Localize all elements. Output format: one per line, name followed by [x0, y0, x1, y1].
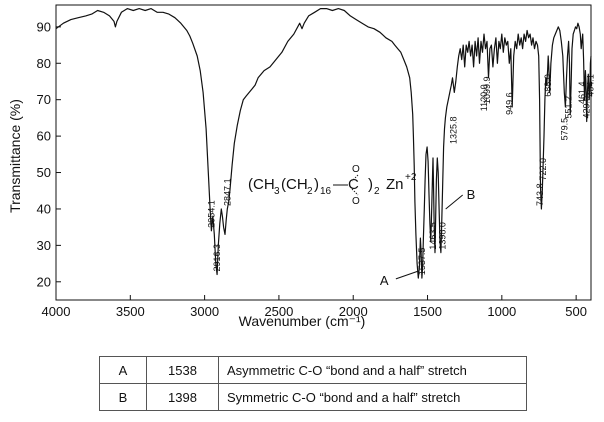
x-tick-label: 4000 — [42, 304, 71, 319]
y-tick-label: 60 — [37, 129, 51, 144]
y-tick-label: 30 — [37, 238, 51, 253]
annotation-a-pointer — [395, 270, 420, 280]
table-row: A 1538 Asymmetric C-O “bond and a half” … — [99, 356, 527, 384]
formula-bond-top — [351, 174, 359, 182]
row-wavenumber: 1538 — [146, 356, 219, 384]
peak-label: 1325.8 — [448, 117, 458, 145]
structural-formula: (CH 3 (CH 2 ) 16 —C O O ) 2 Zn +2 — [248, 164, 417, 207]
peak-label: 2954.1 — [206, 200, 216, 228]
peak-label: 2916.3 — [212, 244, 222, 272]
formula-oxygen-top: O — [352, 164, 360, 175]
peak-label: 1099.9 — [482, 76, 492, 104]
y-tick-label: 80 — [37, 56, 51, 71]
x-tick-label: 1000 — [487, 304, 516, 319]
ir-spectrum-chart: 4000 3500 3000 2500 2000 1500 1000 500 20 30 40 50 6… — [7, 4, 595, 329]
x-axis-title: Wavenumber (cm⁻¹) — [239, 313, 366, 329]
peak-label: 743.8 — [535, 183, 545, 206]
y-tick-label: 90 — [37, 19, 51, 34]
formula-part-6: Zn — [386, 176, 404, 193]
formula-bond-bottom — [351, 188, 359, 196]
x-tick-label: 1500 — [413, 304, 442, 319]
y-tick-label: 20 — [37, 274, 51, 289]
y-tick-label: 70 — [37, 92, 51, 107]
x-tick-label: 3500 — [116, 304, 145, 319]
y-tick-label: 50 — [37, 165, 51, 180]
annotation-a-label: A — [380, 273, 389, 288]
formula-sub-2: 2 — [307, 186, 313, 197]
formula-part-2: (CH — [281, 176, 308, 193]
plot-frame — [55, 4, 592, 301]
annotation-b-pointer — [445, 194, 464, 210]
peak-label: 2847.1 — [222, 178, 232, 206]
formula-part-3: ) — [314, 176, 319, 193]
peak-label: 949.6 — [504, 92, 514, 115]
row-description: Asymmetric C-O “bond and a half” stretch — [218, 356, 527, 384]
peak-label: 579.5 — [559, 118, 569, 141]
table-row: B 1398 Symmetric C-O “bond and a half” s… — [99, 383, 527, 411]
peak-label: 551.2 — [564, 96, 574, 119]
y-tick-label: 40 — [37, 201, 51, 216]
peak-label: 688.0 — [543, 74, 553, 97]
formula-superscript: +2 — [405, 172, 417, 183]
formula-sub-3: 16 — [320, 186, 332, 197]
peak-label: 1463.5 — [428, 222, 438, 250]
formula-sub-1: 3 — [274, 186, 280, 197]
row-description: Symmetric C-O “bond and a half” stretch — [218, 383, 527, 411]
y-axis-title: Transmittance (%) — [7, 99, 23, 213]
formula-part-4: —C — [333, 176, 359, 193]
formula-part-5: ) — [368, 176, 373, 193]
x-tick-label: 2000 — [339, 304, 368, 319]
annotations: AB — [380, 187, 475, 288]
row-label: A — [99, 356, 147, 384]
peak-label: 1120.0 — [479, 84, 489, 111]
row-wavenumber: 1398 — [146, 383, 219, 411]
formula-part-1: (CH — [248, 176, 275, 193]
peak-label: 461.4 — [577, 81, 587, 104]
axis-ticks: 4000 3500 3000 2500 2000 1500 1000 500 20 30 40 50 6… — [37, 19, 587, 319]
peak-label: 1398.0 — [438, 222, 448, 250]
spectrum-line — [55, 8, 592, 279]
x-tick-label: 2500 — [264, 304, 293, 319]
assignment-table: A 1538 Asymmetric C-O “bond and a half” … — [99, 356, 527, 411]
x-tick-label: 500 — [565, 304, 587, 319]
annotation-b-label: B — [467, 187, 476, 202]
row-label: B — [99, 383, 147, 411]
formula-sub-5: 2 — [374, 186, 380, 197]
x-tick-label: 3000 — [190, 304, 219, 319]
formula-oxygen-bottom: O — [352, 196, 360, 207]
